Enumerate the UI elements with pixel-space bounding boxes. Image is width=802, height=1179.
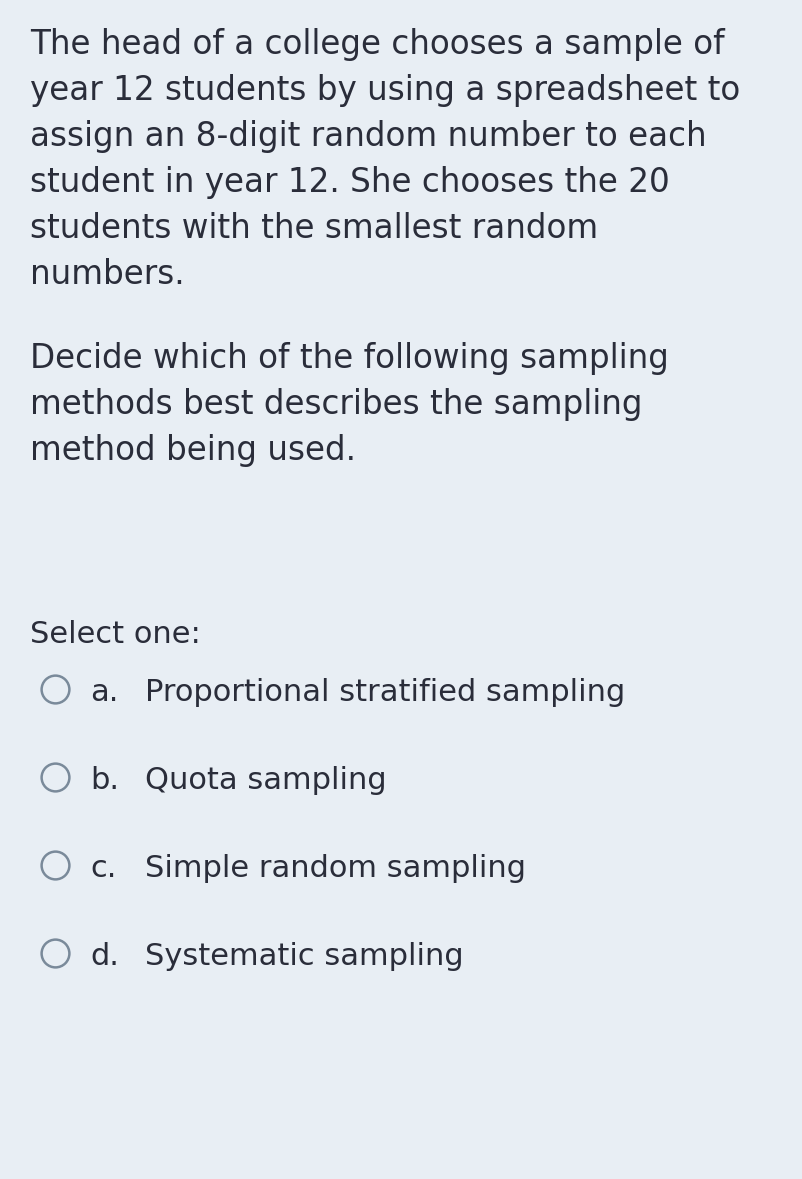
- Text: student in year 12. She chooses the 20: student in year 12. She chooses the 20: [30, 166, 670, 199]
- Text: b.: b.: [90, 766, 119, 795]
- Text: Simple random sampling: Simple random sampling: [145, 854, 526, 883]
- Text: students with the smallest random: students with the smallest random: [30, 212, 598, 245]
- Text: method being used.: method being used.: [30, 434, 356, 467]
- Text: Select one:: Select one:: [30, 620, 200, 648]
- Text: The head of a college chooses a sample of: The head of a college chooses a sample o…: [30, 28, 725, 61]
- Text: d.: d.: [90, 942, 119, 971]
- Text: assign an 8-digit random number to each: assign an 8-digit random number to each: [30, 120, 707, 153]
- Text: c.: c.: [90, 854, 116, 883]
- Text: methods best describes the sampling: methods best describes the sampling: [30, 388, 642, 421]
- Text: numbers.: numbers.: [30, 258, 184, 291]
- Text: a.: a.: [90, 678, 119, 707]
- Text: year 12 students by using a spreadsheet to: year 12 students by using a spreadsheet …: [30, 74, 740, 107]
- Text: Proportional stratified sampling: Proportional stratified sampling: [145, 678, 626, 707]
- Text: Decide which of the following sampling: Decide which of the following sampling: [30, 342, 669, 375]
- Text: Systematic sampling: Systematic sampling: [145, 942, 464, 971]
- Text: Quota sampling: Quota sampling: [145, 766, 387, 795]
